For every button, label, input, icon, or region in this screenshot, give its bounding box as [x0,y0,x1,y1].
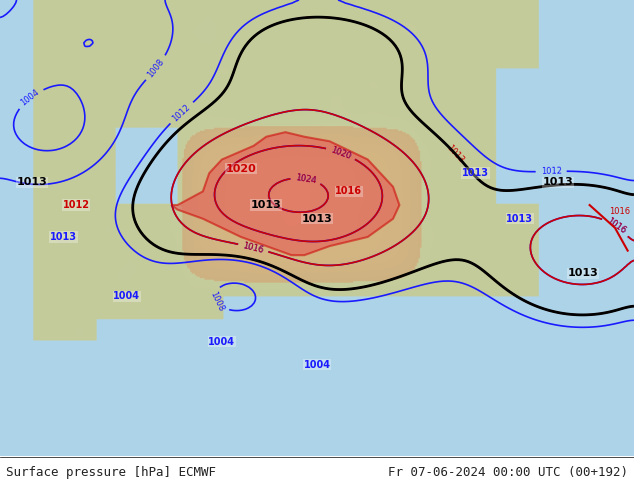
Text: 1016: 1016 [242,241,264,255]
Text: 1013: 1013 [568,269,598,278]
Text: 1012: 1012 [541,167,562,176]
Text: Fr 07-06-2024 00:00 UTC (00+192): Fr 07-06-2024 00:00 UTC (00+192) [387,466,628,479]
Text: 1016: 1016 [242,241,264,255]
Text: 1024: 1024 [295,172,317,185]
Text: 1013: 1013 [543,177,573,187]
Text: 1004: 1004 [304,360,330,369]
Text: 1013: 1013 [16,177,47,187]
Text: 1004: 1004 [113,291,140,301]
Text: 1013: 1013 [507,214,533,224]
Text: 1024: 1024 [295,172,317,185]
Text: 1013: 1013 [445,144,466,165]
Text: 1020: 1020 [330,145,353,161]
Text: 1004: 1004 [209,337,235,347]
Text: 1008: 1008 [146,57,166,79]
Text: 1016: 1016 [609,207,630,216]
Text: 1004: 1004 [19,88,41,108]
Text: 1016: 1016 [605,217,627,236]
Text: 1013: 1013 [50,232,77,242]
Text: Surface pressure [hPa] ECMWF: Surface pressure [hPa] ECMWF [6,466,216,479]
Text: 1016: 1016 [605,217,627,236]
Text: 1013: 1013 [251,200,281,210]
Text: 1012: 1012 [171,102,192,123]
Polygon shape [171,132,399,255]
Text: 1020: 1020 [330,145,353,161]
Text: 1016: 1016 [335,186,362,196]
Text: 1020: 1020 [226,164,256,173]
Text: 1008: 1008 [208,290,225,313]
Text: 1012: 1012 [63,200,89,210]
Text: 1013: 1013 [302,214,332,224]
Text: 1013: 1013 [462,168,489,178]
